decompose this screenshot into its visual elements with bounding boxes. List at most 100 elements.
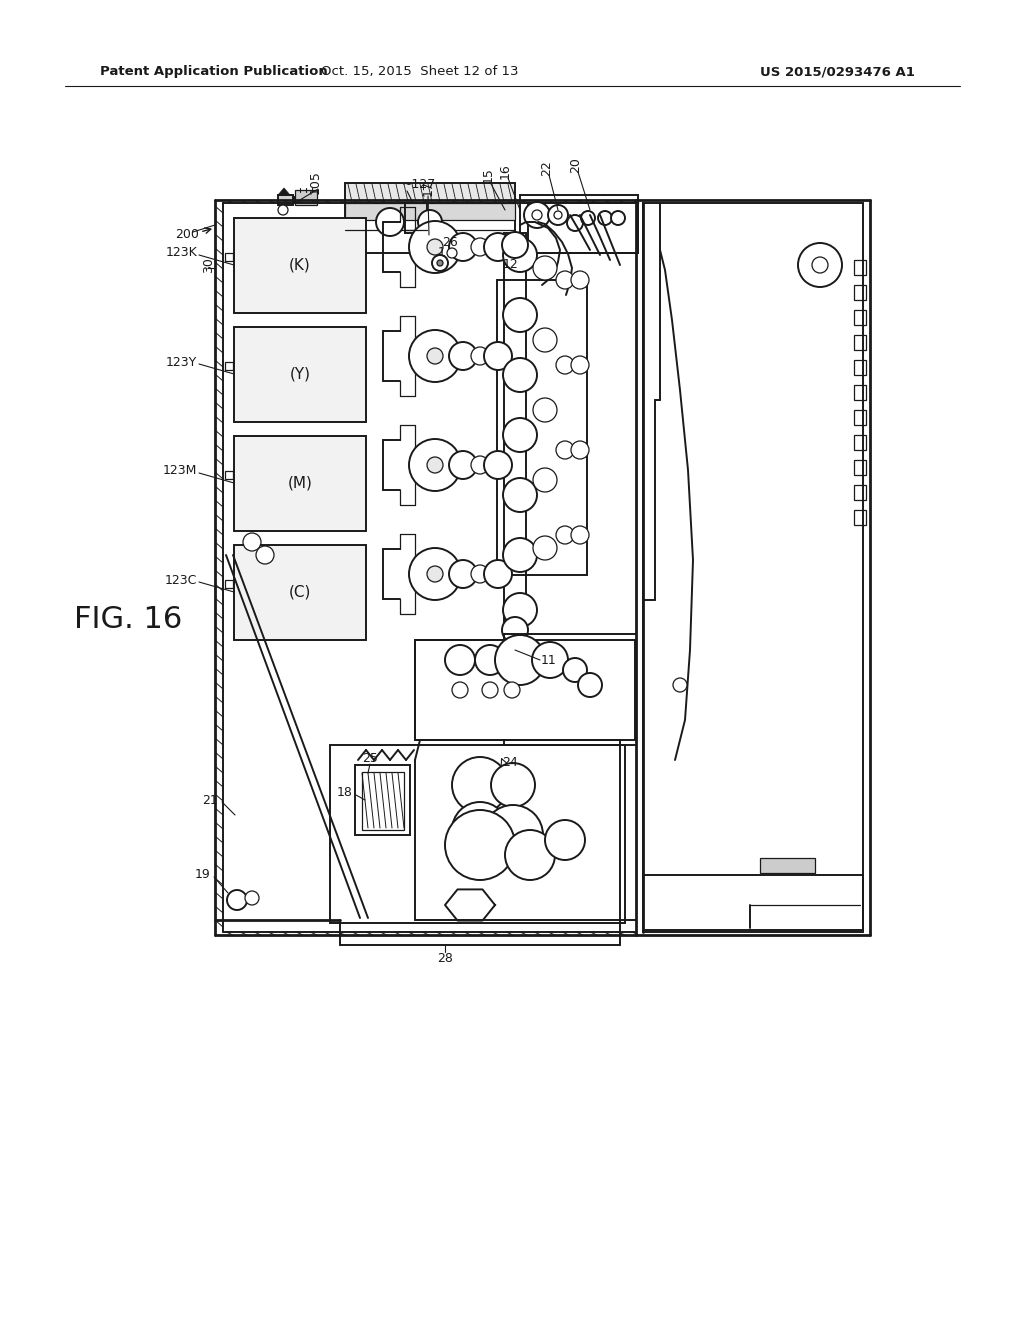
Circle shape bbox=[673, 678, 687, 692]
Text: 25: 25 bbox=[362, 751, 378, 764]
Circle shape bbox=[484, 342, 512, 370]
Circle shape bbox=[427, 566, 443, 582]
Bar bbox=[330, 744, 625, 923]
Text: 17: 17 bbox=[422, 180, 434, 195]
Bar bbox=[234, 545, 366, 640]
Text: 18: 18 bbox=[337, 787, 353, 800]
Circle shape bbox=[278, 205, 288, 215]
Bar bbox=[854, 411, 866, 425]
Circle shape bbox=[534, 536, 557, 560]
Text: US 2015/0293476 A1: US 2015/0293476 A1 bbox=[760, 66, 914, 78]
Circle shape bbox=[449, 451, 477, 479]
Circle shape bbox=[449, 234, 477, 261]
Bar bbox=[234, 218, 366, 313]
Circle shape bbox=[482, 682, 498, 698]
Circle shape bbox=[445, 810, 515, 880]
Text: ~127: ~127 bbox=[402, 177, 436, 190]
Bar bbox=[422, 235, 437, 249]
Bar bbox=[406, 203, 427, 234]
Circle shape bbox=[545, 820, 585, 861]
Text: Patent Application Publication: Patent Application Publication bbox=[100, 66, 328, 78]
Circle shape bbox=[227, 890, 247, 909]
Text: 123Y: 123Y bbox=[166, 355, 197, 368]
Circle shape bbox=[611, 211, 625, 224]
Bar bbox=[295, 190, 317, 205]
Text: 28: 28 bbox=[437, 952, 453, 965]
Text: 19: 19 bbox=[195, 869, 210, 882]
Bar bbox=[504, 234, 526, 634]
Text: (C): (C) bbox=[289, 585, 311, 599]
Bar bbox=[854, 310, 866, 325]
Text: 105: 105 bbox=[308, 170, 322, 194]
Circle shape bbox=[484, 560, 512, 587]
Circle shape bbox=[409, 548, 461, 601]
Circle shape bbox=[563, 657, 587, 682]
Circle shape bbox=[409, 220, 461, 273]
Circle shape bbox=[581, 211, 595, 224]
Bar bbox=[355, 766, 410, 836]
Bar bbox=[854, 436, 866, 450]
Circle shape bbox=[534, 469, 557, 492]
Circle shape bbox=[534, 256, 557, 280]
Text: (Y): (Y) bbox=[290, 367, 310, 381]
Bar bbox=[643, 875, 863, 931]
Circle shape bbox=[409, 440, 461, 491]
Circle shape bbox=[475, 645, 505, 675]
Circle shape bbox=[548, 205, 568, 224]
Circle shape bbox=[447, 248, 457, 257]
Circle shape bbox=[556, 525, 574, 544]
Circle shape bbox=[432, 255, 449, 271]
Text: 200: 200 bbox=[175, 228, 199, 242]
Circle shape bbox=[452, 682, 468, 698]
Bar bbox=[854, 484, 866, 500]
Circle shape bbox=[484, 234, 512, 261]
Text: FIG. 16: FIG. 16 bbox=[74, 606, 182, 635]
Text: 30: 30 bbox=[202, 257, 215, 273]
Circle shape bbox=[556, 356, 574, 374]
Bar bbox=[282, 195, 294, 203]
Circle shape bbox=[490, 763, 535, 807]
Circle shape bbox=[449, 342, 477, 370]
Circle shape bbox=[503, 298, 537, 333]
Circle shape bbox=[427, 239, 443, 255]
Bar bbox=[854, 385, 866, 400]
Polygon shape bbox=[278, 187, 290, 195]
Bar bbox=[520, 195, 638, 253]
Circle shape bbox=[502, 616, 528, 643]
Circle shape bbox=[578, 673, 602, 697]
Circle shape bbox=[484, 451, 512, 479]
Circle shape bbox=[532, 642, 568, 678]
Bar bbox=[854, 285, 866, 300]
Circle shape bbox=[571, 525, 589, 544]
Circle shape bbox=[495, 635, 545, 685]
Circle shape bbox=[471, 347, 489, 366]
Bar bbox=[528, 203, 638, 253]
Bar bbox=[234, 436, 366, 531]
Circle shape bbox=[503, 539, 537, 572]
Text: 12: 12 bbox=[503, 259, 519, 272]
Circle shape bbox=[798, 243, 842, 286]
Circle shape bbox=[452, 803, 508, 858]
Circle shape bbox=[376, 209, 404, 236]
Circle shape bbox=[567, 215, 583, 231]
Circle shape bbox=[571, 356, 589, 374]
Circle shape bbox=[427, 457, 443, 473]
Text: 123M: 123M bbox=[163, 465, 197, 478]
Bar bbox=[854, 459, 866, 475]
Bar bbox=[225, 471, 233, 479]
Circle shape bbox=[598, 211, 612, 224]
Bar bbox=[278, 195, 293, 205]
Circle shape bbox=[471, 455, 489, 474]
Bar bbox=[415, 640, 635, 741]
Bar bbox=[497, 280, 587, 576]
Circle shape bbox=[437, 260, 443, 267]
Bar bbox=[854, 360, 866, 375]
Circle shape bbox=[503, 478, 537, 512]
Text: 1: 1 bbox=[438, 247, 445, 260]
Text: 22: 22 bbox=[541, 160, 554, 176]
Circle shape bbox=[445, 645, 475, 675]
Bar bbox=[854, 335, 866, 350]
Bar bbox=[225, 579, 233, 587]
Bar bbox=[447, 248, 457, 257]
Circle shape bbox=[571, 271, 589, 289]
